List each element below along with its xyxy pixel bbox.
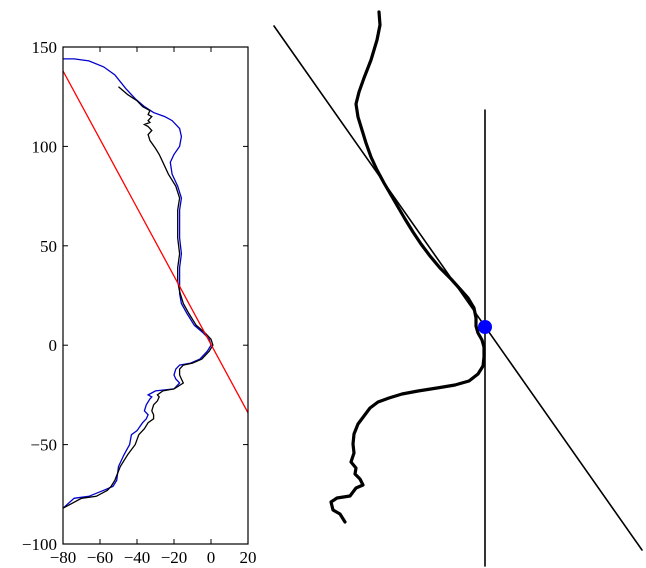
y-tick-label: 100: [32, 137, 58, 156]
left-series-line-0: [63, 58, 212, 509]
x-tick-label: −40: [124, 548, 151, 567]
left-plot-series-group: [63, 58, 248, 509]
left-plot-ticks: −80 −60 −40 −20 0 20 −100 −50 0 50 100 150: [22, 38, 257, 567]
left-series-line-2: [63, 70, 248, 414]
y-tick-label: 0: [49, 336, 58, 355]
right-plot: [273, 10, 643, 567]
right-series-line-1: [273, 25, 643, 551]
y-tick-label: 150: [32, 38, 58, 57]
y-tick-label: −100: [22, 535, 57, 554]
x-tick-label: 0: [207, 548, 216, 567]
x-tick-label: −60: [87, 548, 114, 567]
x-tick-label: −80: [50, 548, 77, 567]
left-plot-frame: [62, 46, 249, 545]
y-tick-label: 50: [40, 237, 57, 256]
left-series-line-1: [63, 86, 214, 509]
x-tick-label: −20: [161, 548, 188, 567]
right-series-line-0: [329, 10, 486, 524]
left-plot: −80 −60 −40 −20 0 20 −100 −50 0 50 100 150: [22, 38, 257, 567]
intersection-marker: [478, 320, 492, 334]
x-tick-label: 20: [240, 548, 257, 567]
y-tick-label: −50: [30, 436, 57, 455]
